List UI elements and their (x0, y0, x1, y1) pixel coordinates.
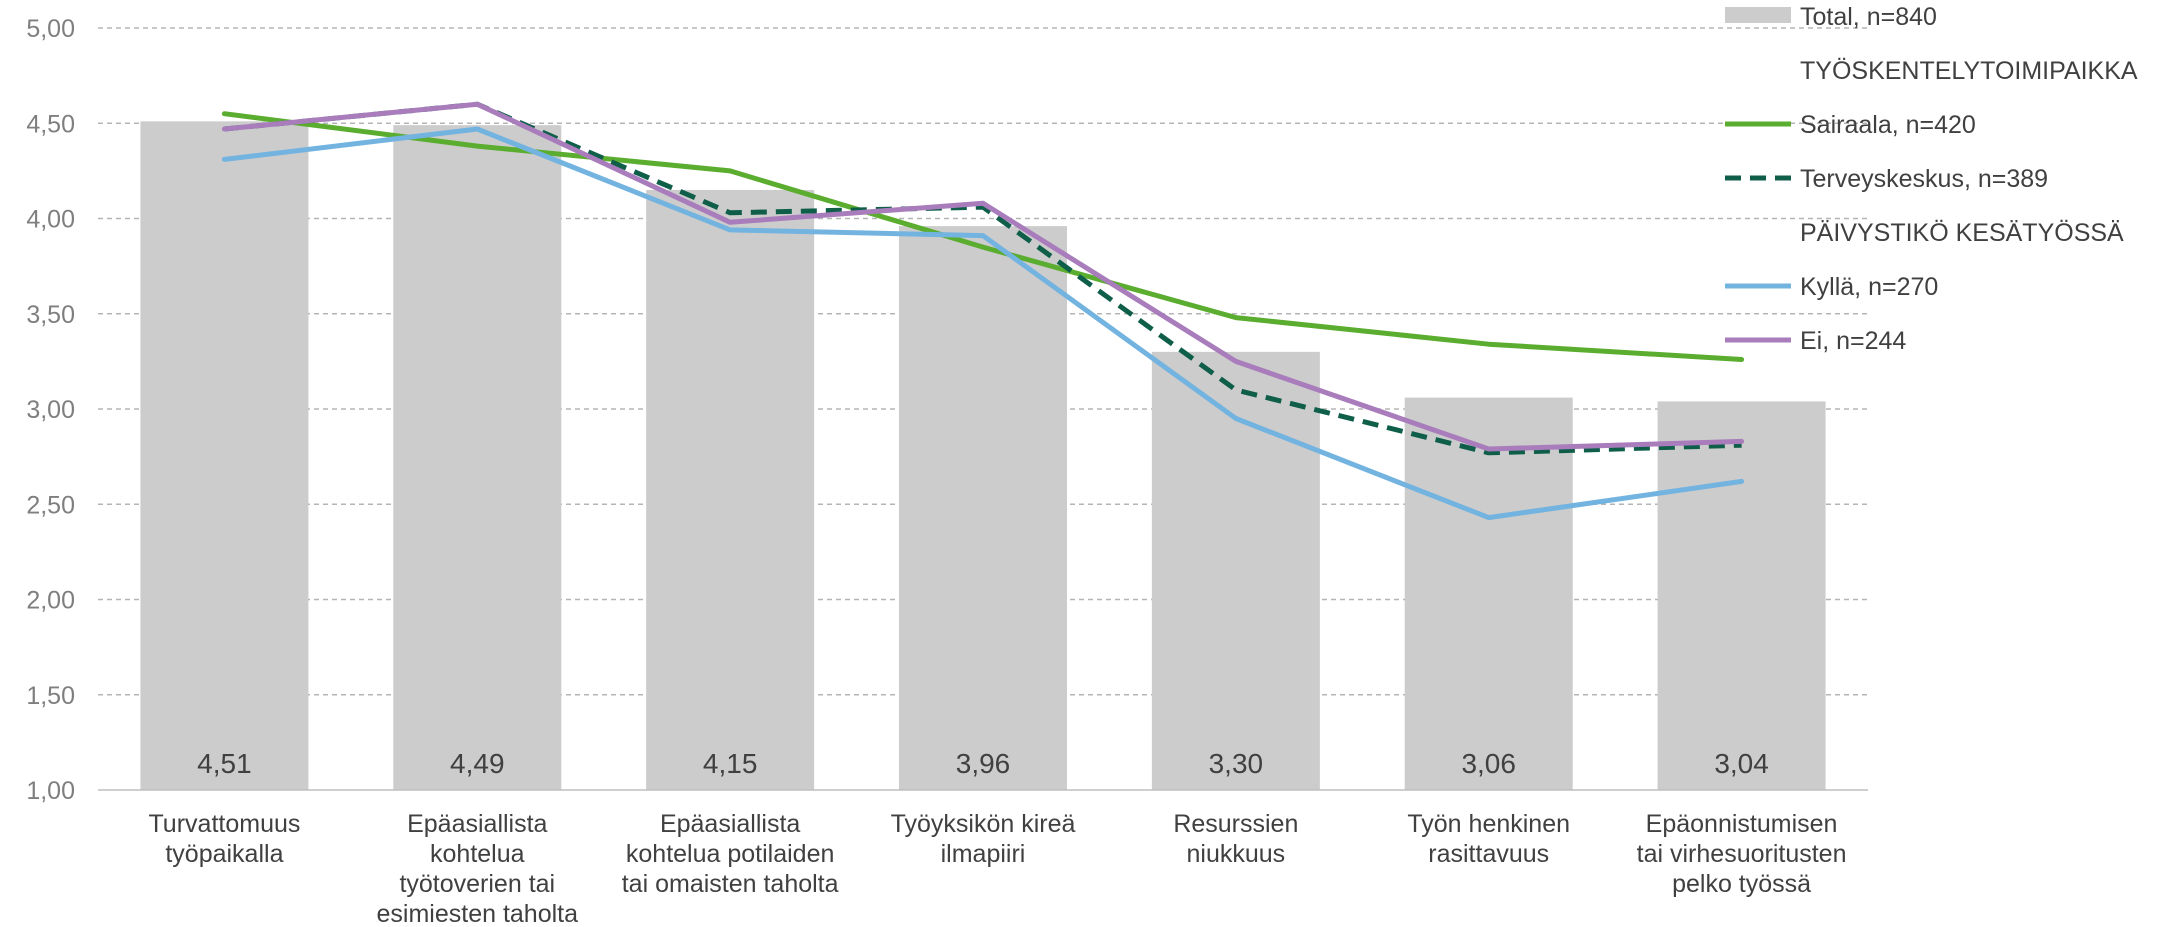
bar-value-label: 3,30 (1209, 748, 1264, 779)
legend: Total, n=840 TYÖSKENTELYTOIMIPAIKKA Sairaa… (1725, 3, 2138, 355)
y-tick-label: 5,00 (26, 15, 75, 43)
category-label: Työn henkinen rasittavuus (1407, 810, 1570, 868)
series-line (221, 101, 1745, 452)
bar-value-labels: 4,51 4,49 4,15 3,96 3,30 3,06 3,04 (197, 748, 1769, 779)
category-label-line: esimiesten taholta (377, 900, 579, 927)
bar-value-label: 4,15 (703, 748, 758, 779)
bar (1151, 351, 1320, 790)
category-label-line: kohtelua potilaiden (626, 840, 835, 868)
bar-value-label: 3,04 (1714, 748, 1769, 779)
legend-heading: TYÖSKENTELYTOIMIPAIKKA (1800, 57, 2138, 85)
legend-label: Total, n=840 (1800, 3, 1937, 31)
bar (393, 125, 562, 790)
category-label-line: työtoverien tai (399, 870, 555, 898)
category-label: Turvattomuus työpaikalla (148, 810, 300, 868)
bar-value-label: 4,51 (197, 748, 252, 779)
category-label: Epäonnistumisen tai virhesuoritusten pelko… (1637, 810, 1847, 898)
category-label-line: Turvattomuus (148, 810, 300, 838)
bar-value-label: 4,49 (450, 748, 505, 779)
y-axis-tick-labels: 1,00 1,50 2,00 2,50 3,00 3,50 4,00 4,50 5,00 (26, 15, 75, 805)
category-label-line: tai omaisten taholta (622, 870, 839, 898)
category-label-line: Epäonnistumisen (1646, 810, 1838, 838)
bars (140, 121, 1826, 791)
category-label-line: rasittavuus (1428, 840, 1549, 868)
category-label-line: Työyksikön kireä (891, 810, 1076, 838)
category-label-line: pelko työssä (1672, 870, 1811, 898)
legend-swatch (1725, 7, 1791, 23)
legend-label: Terveyskeskus, n=389 (1800, 165, 2048, 193)
legend-label: Sairaala, n=420 (1800, 111, 1976, 139)
bar (140, 121, 309, 791)
legend-label: Kyllä, n=270 (1800, 273, 1938, 301)
legend-heading: PÄIVYSTIKÖ KESÄTYÖSSÄ (1800, 219, 2124, 247)
y-tick-label: 4,50 (26, 110, 75, 138)
category-label: Epäasiallista kohtelua potilaiden tai omai… (622, 810, 839, 898)
y-tick-label: 2,00 (26, 587, 75, 615)
y-tick-label: 2,50 (26, 491, 75, 519)
category-label: Resurssien niukkuus (1173, 810, 1298, 868)
category-label-line: työpaikalla (165, 840, 283, 868)
category-label-line: Epäasiallista (407, 810, 547, 838)
category-label: Työyksikön kireä ilmapiiri (891, 810, 1076, 868)
y-tick-label: 1,50 (26, 682, 75, 710)
bar (646, 189, 815, 791)
series-line (221, 111, 1745, 362)
y-tick-label: 1,00 (26, 777, 75, 805)
legend-label: Ei, n=244 (1800, 327, 1906, 355)
bar (1404, 397, 1573, 790)
category-label: Epäasiallista kohtelua työtoverien tai esim… (377, 810, 579, 927)
bar (1657, 401, 1826, 790)
category-label-line: ilmapiiri (941, 840, 1026, 868)
y-tick-label: 3,00 (26, 396, 75, 424)
series-line (221, 126, 1745, 521)
category-label-line: tai virhesuoritusten (1637, 840, 1847, 868)
series-lines (221, 101, 1745, 521)
y-tick-label: 4,00 (26, 206, 75, 234)
y-tick-label: 3,50 (26, 301, 75, 329)
category-label-line: niukkuus (1187, 840, 1286, 868)
category-label-line: kohtelua (430, 840, 525, 868)
category-label-line: Epäasiallista (660, 810, 800, 838)
bar-value-label: 3,06 (1461, 748, 1516, 779)
category-label-line: Työn henkinen (1407, 810, 1570, 838)
category-label-line: Resurssien (1173, 810, 1298, 838)
bar-value-label: 3,96 (956, 748, 1011, 779)
bar (899, 226, 1067, 790)
